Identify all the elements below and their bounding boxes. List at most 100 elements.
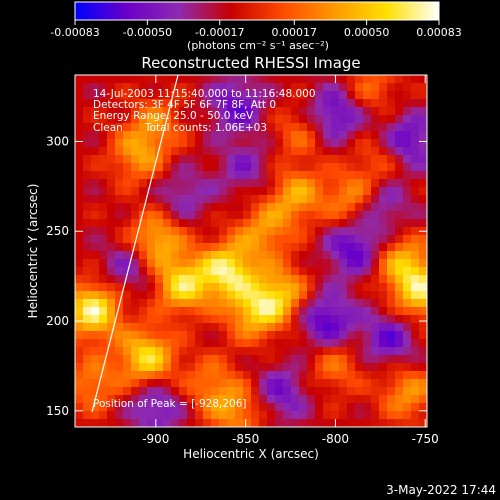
heatmap-cell bbox=[227, 115, 236, 124]
heatmap-cell bbox=[411, 211, 420, 220]
heatmap-cell bbox=[163, 203, 172, 212]
heatmap-cell bbox=[235, 291, 244, 300]
heatmap-cell bbox=[139, 315, 148, 324]
y-tick-label: 200 bbox=[46, 314, 69, 328]
heatmap-cell bbox=[211, 171, 220, 180]
heatmap-cell bbox=[299, 251, 308, 260]
heatmap-cell bbox=[315, 259, 324, 268]
heatmap-cell bbox=[123, 419, 132, 427]
heatmap-cell bbox=[75, 235, 84, 244]
heatmap-cell bbox=[275, 147, 284, 156]
heatmap-cell bbox=[347, 171, 356, 180]
heatmap-cell bbox=[75, 411, 84, 420]
heatmap-cell bbox=[83, 163, 92, 172]
heatmap-cell bbox=[123, 363, 132, 372]
heatmap-cell bbox=[387, 411, 396, 420]
heatmap-cell bbox=[83, 291, 92, 300]
heatmap-cell bbox=[323, 355, 332, 364]
heatmap-cell bbox=[259, 387, 268, 396]
heatmap-cell bbox=[155, 195, 164, 204]
heatmap-cell bbox=[395, 347, 404, 356]
heatmap-cell bbox=[267, 355, 276, 364]
heatmap-cell bbox=[339, 331, 348, 340]
heatmap-cell bbox=[123, 131, 132, 140]
heatmap-cell bbox=[371, 299, 380, 308]
heatmap-cell bbox=[163, 99, 172, 108]
heatmap-cell bbox=[387, 187, 396, 196]
heatmap-cell bbox=[403, 195, 412, 204]
heatmap-cell bbox=[419, 171, 427, 180]
heatmap-cell bbox=[243, 211, 252, 220]
heatmap-cell bbox=[355, 331, 364, 340]
heatmap-cell bbox=[331, 403, 340, 412]
heatmap-cell bbox=[139, 243, 148, 252]
heatmap-cell bbox=[347, 283, 356, 292]
heatmap-cell bbox=[275, 123, 284, 132]
heatmap-cell bbox=[339, 139, 348, 148]
heatmap-cell bbox=[75, 387, 84, 396]
heatmap-cell bbox=[99, 195, 108, 204]
heatmap-cell bbox=[107, 251, 116, 260]
heatmap-cell bbox=[251, 107, 260, 116]
heatmap-cell bbox=[107, 339, 116, 348]
heatmap-cell bbox=[83, 227, 92, 236]
heatmap-cell bbox=[347, 395, 356, 404]
heatmap-cell bbox=[411, 363, 420, 372]
heatmap-cell bbox=[379, 347, 388, 356]
heatmap-cell bbox=[291, 107, 300, 116]
heatmap-cell bbox=[235, 219, 244, 228]
x-tick-label: -850 bbox=[232, 432, 259, 446]
heatmap-cell bbox=[291, 171, 300, 180]
heatmap-cell bbox=[115, 347, 124, 356]
heatmap-cell bbox=[131, 131, 140, 140]
heatmap-cell bbox=[179, 307, 188, 316]
heatmap-cell bbox=[339, 83, 348, 92]
heatmap-cell bbox=[115, 267, 124, 276]
heatmap-cell bbox=[179, 243, 188, 252]
heatmap-cell bbox=[163, 131, 172, 140]
heatmap-cell bbox=[195, 235, 204, 244]
heatmap-cell bbox=[291, 371, 300, 380]
heatmap-cell bbox=[131, 123, 140, 132]
x-axis-label: Heliocentric X (arcsec) bbox=[183, 447, 319, 461]
heatmap-cell bbox=[363, 235, 372, 244]
heatmap-cell bbox=[419, 419, 427, 427]
heatmap-cell bbox=[155, 83, 164, 92]
heatmap-cell bbox=[299, 307, 308, 316]
heatmap-cell bbox=[115, 403, 124, 412]
heatmap-cell bbox=[275, 219, 284, 228]
heatmap-cell bbox=[131, 411, 140, 420]
heatmap-cell bbox=[283, 91, 292, 100]
heatmap-cell bbox=[171, 235, 180, 244]
heatmap-cell bbox=[171, 243, 180, 252]
heatmap-cell bbox=[283, 251, 292, 260]
heatmap-cell bbox=[331, 275, 340, 284]
heatmap-cell bbox=[211, 299, 220, 308]
heatmap-cell bbox=[331, 163, 340, 172]
heatmap-cell bbox=[419, 163, 427, 172]
heatmap-cell bbox=[123, 211, 132, 220]
heatmap-cell bbox=[155, 179, 164, 188]
heatmap-cell bbox=[227, 91, 236, 100]
heatmap-cell bbox=[291, 419, 300, 427]
heatmap-cell bbox=[203, 179, 212, 188]
heatmap-cell bbox=[387, 203, 396, 212]
heatmap-cell bbox=[339, 115, 348, 124]
heatmap-cell bbox=[83, 203, 92, 212]
heatmap-cell bbox=[211, 243, 220, 252]
heatmap-cell bbox=[259, 419, 268, 427]
heatmap-cell bbox=[315, 251, 324, 260]
heatmap-cell bbox=[139, 235, 148, 244]
heatmap-cell bbox=[219, 355, 228, 364]
heatmap-cell bbox=[315, 139, 324, 148]
heatmap-cell bbox=[251, 411, 260, 420]
heatmap-cell bbox=[403, 235, 412, 244]
heatmap-cell bbox=[211, 403, 220, 412]
heatmap-cell bbox=[267, 131, 276, 140]
heatmap-cell bbox=[123, 235, 132, 244]
heatmap-cell bbox=[411, 379, 420, 388]
heatmap-cell bbox=[387, 419, 396, 427]
heatmap-cell bbox=[291, 243, 300, 252]
heatmap-cell bbox=[139, 75, 148, 84]
heatmap-cell bbox=[91, 195, 100, 204]
